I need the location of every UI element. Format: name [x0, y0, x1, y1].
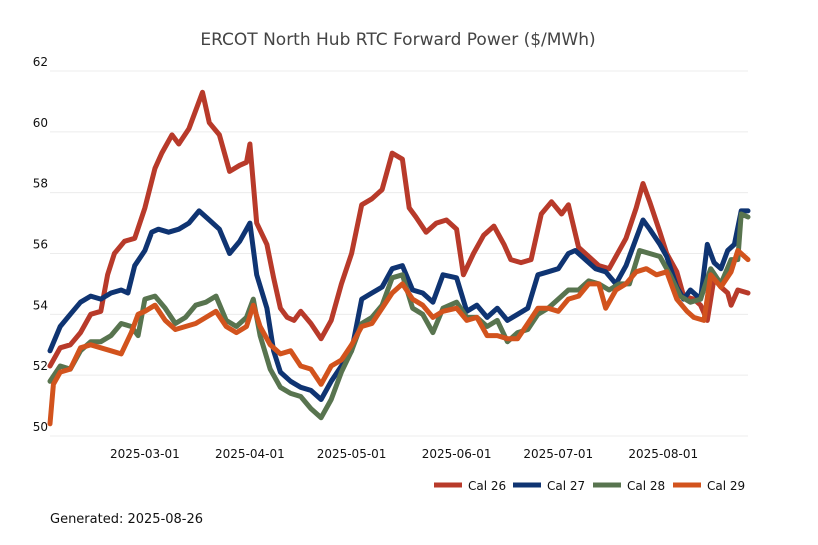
- x-tick-label: 2025-08-01: [628, 447, 698, 461]
- legend-label-cal-27: Cal 27: [547, 479, 585, 493]
- series-line-cal-27: [47, 208, 751, 402]
- series-lines: [47, 89, 751, 427]
- y-tick-label: 50: [33, 420, 48, 434]
- x-tick-label: 2025-06-01: [422, 447, 492, 461]
- generated-note: Generated: 2025-08-26: [50, 512, 204, 527]
- series-line-cal-28: [47, 211, 751, 421]
- y-axis: 50 52 54 56 58 60 62: [33, 55, 48, 434]
- legend: Cal 26 Cal 27 Cal 28 Cal 29: [434, 479, 745, 493]
- legend-label-cal-28: Cal 28: [627, 479, 665, 493]
- series-line-cal-29: [47, 248, 751, 427]
- x-tick-label: 2025-03-01: [110, 447, 180, 461]
- x-axis: 2025-03-01 2025-04-01 2025-05-01 2025-06-01…: [110, 447, 698, 461]
- y-tick-label: 58: [33, 177, 48, 191]
- y-tick-label: 56: [33, 238, 48, 252]
- legend-label-cal-26: Cal 26: [468, 479, 506, 493]
- y-tick-label: 52: [33, 359, 48, 373]
- y-tick-label: 62: [33, 55, 48, 69]
- series-line-cal-26: [47, 89, 751, 369]
- x-tick-label: 2025-05-01: [317, 447, 387, 461]
- x-tick-label: 2025-07-01: [523, 447, 593, 461]
- y-tick-label: 54: [33, 298, 48, 312]
- legend-label-cal-29: Cal 29: [707, 479, 745, 493]
- x-tick-label: 2025-04-01: [215, 447, 285, 461]
- chart-title: ERCOT North Hub RTC Forward Power ($/MWh…: [200, 30, 595, 50]
- y-tick-label: 60: [33, 116, 48, 130]
